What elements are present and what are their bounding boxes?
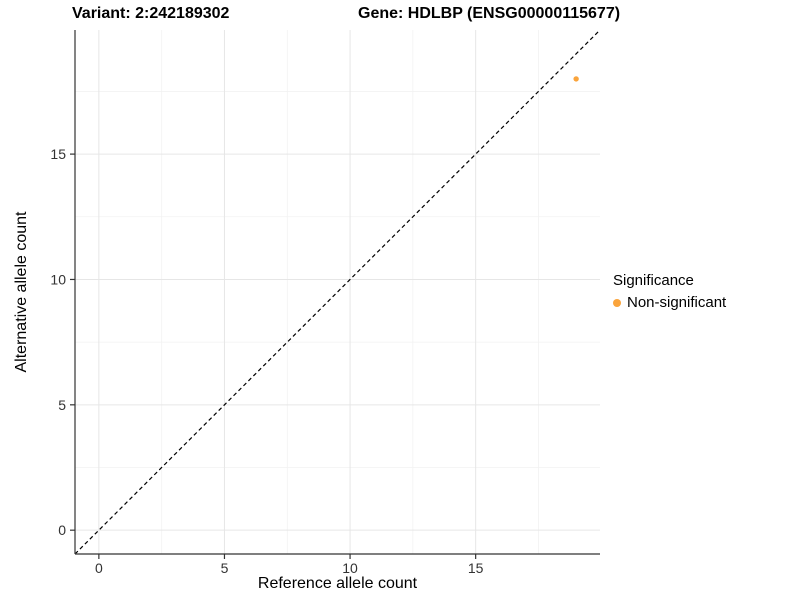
variant-title: Variant: 2:242189302 [72,5,230,22]
x-tick-label: 10 [342,560,358,576]
x-tick-label: 5 [221,560,229,576]
legend-item: Non-significant [613,294,726,311]
x-tick-label: 15 [468,560,484,576]
legend-point-swatch-icon [613,298,621,307]
y-tick-label: 10 [50,271,66,287]
x-axis-title: Reference allele count [257,575,418,592]
legend: Significance Non-significant [613,272,726,311]
x-tick-label: 0 [95,560,103,576]
legend-title: Significance [613,272,694,289]
y-tick-label: 5 [58,397,66,413]
gene-title: Gene: HDLBP (ENSG00000115677) [358,5,621,22]
data-point [573,76,579,82]
identity-dashed-line [74,29,601,555]
y-axis-title: Alternative allele count [13,211,30,373]
y-tick-label: 0 [58,522,66,538]
y-tick-label: 15 [50,146,66,162]
legend-item-label: Non-significant [627,294,727,311]
